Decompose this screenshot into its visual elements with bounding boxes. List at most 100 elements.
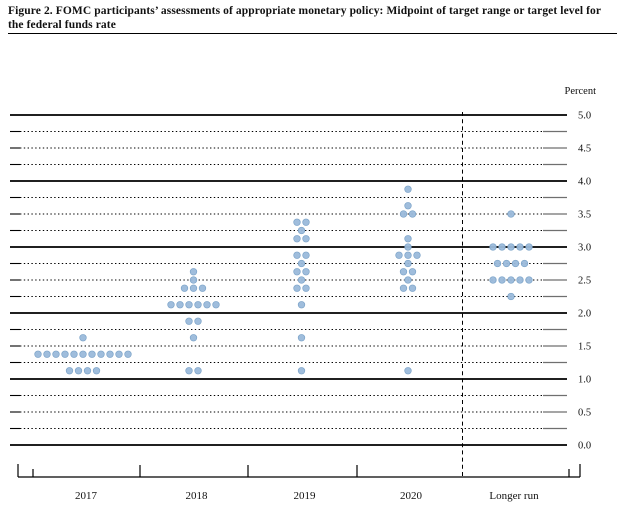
projection-dot (408, 284, 417, 292)
y-tick-label: 1.0 (578, 375, 591, 386)
projection-dot (297, 226, 306, 235)
dots-column-2017 (34, 334, 132, 375)
projection-dot (399, 284, 408, 292)
y-tick-label: 3.0 (578, 243, 591, 254)
projection-dot (34, 350, 42, 358)
y-tick-label: 4.5 (578, 144, 591, 155)
x-axis: 2017 2018 2019 2020 Longer run (17, 464, 581, 502)
projection-dot (511, 259, 520, 268)
projection-dot (516, 276, 524, 284)
x-tick-label: Longer run (489, 490, 539, 502)
projection-dot (302, 235, 310, 243)
y-tick-label: 1.5 (578, 342, 591, 353)
projection-dot (297, 276, 306, 284)
projection-dot (43, 350, 51, 358)
projection-dot (404, 276, 412, 284)
projection-dot (399, 210, 408, 218)
projection-dot (525, 243, 533, 251)
projection-dot (65, 367, 74, 375)
title-underline-rule (8, 33, 617, 34)
projection-dot (408, 210, 417, 218)
projection-dot (180, 284, 189, 292)
projection-dot (92, 367, 101, 375)
projection-dot (297, 259, 306, 268)
projection-dot (404, 243, 412, 251)
dots-column-2020 (395, 185, 421, 375)
y-tick-label: 5.0 (578, 111, 591, 122)
projection-dot (189, 284, 198, 292)
projection-dot (525, 276, 533, 284)
projection-dot (189, 268, 198, 276)
projection-dot (395, 251, 403, 259)
projection-dot (507, 292, 515, 301)
projection-dot (194, 317, 202, 325)
projection-dot (404, 185, 412, 193)
projection-dot (413, 251, 421, 259)
projection-dot (293, 284, 301, 292)
projection-dot (176, 301, 184, 309)
y-tick-label: 0.5 (578, 408, 591, 419)
y-tick-label: 4.0 (578, 177, 591, 188)
projection-dot (297, 301, 306, 309)
projection-dot (502, 259, 511, 268)
projection-dot (297, 334, 306, 342)
projection-dot (189, 276, 198, 284)
projection-dot (198, 284, 207, 292)
projection-dot (507, 243, 515, 251)
projection-dot (124, 350, 132, 358)
y-tick-label: 0.0 (578, 441, 591, 452)
projection-dot (115, 350, 123, 358)
projection-dot (489, 276, 497, 284)
projection-dot (498, 276, 506, 284)
projection-dot (404, 202, 412, 210)
projection-dot (88, 350, 96, 358)
projection-dot (498, 243, 506, 251)
y-tick-label: 2.0 (578, 309, 591, 320)
projection-dot (212, 301, 220, 309)
projection-dot (302, 218, 310, 226)
projection-dot (52, 350, 60, 358)
projection-dot (404, 235, 412, 243)
projection-dot (293, 268, 301, 276)
projection-dot (74, 367, 83, 375)
projection-dot (302, 268, 310, 276)
figure-title-line2: the federal funds rate (8, 18, 116, 31)
x-tick-label: 2020 (400, 490, 423, 502)
projection-dot (404, 259, 412, 268)
projection-dot (167, 301, 175, 309)
y-tick-labels: 5.0 4.5 4.0 3.5 3.0 2.5 2.0 1.5 1.0 0.5 0.0 (578, 111, 591, 452)
projection-dot (194, 301, 202, 309)
projection-dot (302, 284, 310, 292)
projection-dot (203, 301, 211, 309)
projection-dot (293, 251, 301, 259)
projection-dot (97, 350, 105, 358)
projection-dot (61, 350, 69, 358)
x-tick-label: 2017 (75, 490, 98, 502)
projection-dot (404, 367, 412, 375)
projection-dot (185, 317, 193, 325)
projection-dot (293, 218, 301, 226)
projection-dot (516, 243, 524, 251)
projection-dot (520, 259, 529, 268)
projection-dot (106, 350, 114, 358)
x-tick-label: 2018 (186, 490, 209, 502)
y-tick-label: 2.5 (578, 276, 591, 287)
projection-dot (297, 367, 306, 375)
projection-dot (70, 350, 78, 358)
projection-dot (493, 259, 502, 268)
y-axis-unit-label: Percent (564, 86, 597, 97)
projection-dot (185, 367, 193, 375)
y-tick-label: 3.5 (578, 210, 591, 221)
x-tick-label: 2019 (294, 490, 317, 502)
grid-lines (10, 114, 567, 446)
projection-dot (194, 367, 202, 375)
projection-dot (489, 243, 497, 251)
projection-dot (79, 334, 87, 342)
projection-dot (507, 276, 515, 284)
projection-dot (408, 268, 417, 276)
projection-dot (404, 251, 412, 259)
projection-dot (399, 268, 408, 276)
projection-dot (507, 210, 515, 218)
